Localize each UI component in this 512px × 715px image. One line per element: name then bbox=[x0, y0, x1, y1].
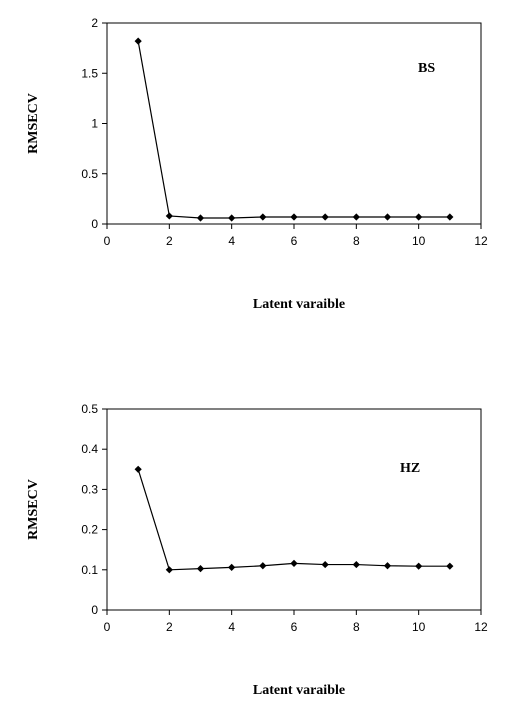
plot-frame bbox=[106, 408, 482, 611]
data-point bbox=[352, 560, 360, 569]
data-point bbox=[446, 213, 454, 221]
x-tick-label: 2 bbox=[166, 620, 173, 634]
chart-bs: 0 2 4 6 8 10 12 0 0.5 1 1.5 2 Latent varaible RMSECV B… bbox=[26, 16, 488, 312]
y-tick-label: 0.2 bbox=[81, 523, 98, 537]
x-tick-label: 6 bbox=[291, 620, 298, 634]
data-point bbox=[165, 566, 173, 574]
data-point bbox=[415, 213, 423, 221]
x-tick-label: 12 bbox=[474, 234, 488, 248]
data-point bbox=[321, 560, 329, 569]
y-tick-label: 1.5 bbox=[81, 66, 98, 80]
data-point bbox=[134, 465, 142, 473]
y-tick-label: 0.5 bbox=[81, 402, 98, 416]
plot-frame bbox=[106, 22, 482, 225]
chart-hz: 0 2 4 6 8 10 12 0 0.1 0.2 0.3 0.4 0.5 Latent varaible… bbox=[26, 402, 488, 698]
x-tick-label: 8 bbox=[353, 620, 360, 634]
data-point bbox=[196, 564, 205, 573]
x-tick-label: 4 bbox=[228, 620, 235, 634]
data-point bbox=[290, 559, 298, 567]
y-tick-label: 2 bbox=[91, 16, 98, 30]
data-point bbox=[165, 212, 173, 220]
data-point bbox=[259, 213, 267, 221]
panel-label: BS bbox=[418, 61, 435, 76]
series-line bbox=[137, 469, 450, 571]
panel-label: HZ bbox=[400, 461, 420, 476]
y-tick-label: 1 bbox=[91, 117, 98, 131]
x-tick-label: 10 bbox=[412, 234, 426, 248]
data-point bbox=[134, 37, 142, 45]
x-tick-label: 0 bbox=[104, 620, 111, 634]
data-point bbox=[228, 563, 236, 571]
y-axis-title: RMSECV bbox=[26, 93, 41, 154]
data-point bbox=[352, 213, 360, 221]
x-axis-title: Latent varaible bbox=[253, 297, 345, 312]
series-line bbox=[137, 40, 450, 219]
data-point bbox=[446, 562, 454, 570]
y-tick-label: 0 bbox=[91, 603, 98, 617]
data-point bbox=[383, 213, 392, 221]
x-tick-label: 0 bbox=[104, 234, 111, 248]
data-point bbox=[196, 214, 205, 222]
x-tick-label: 2 bbox=[166, 234, 173, 248]
y-tick-label: 0.5 bbox=[81, 167, 98, 181]
x-tick-label: 4 bbox=[228, 234, 235, 248]
x-axis-title: Latent varaible bbox=[253, 683, 345, 698]
data-point bbox=[415, 562, 423, 570]
y-tick-label: 0 bbox=[91, 217, 98, 231]
y-tick-label: 0.1 bbox=[81, 563, 98, 577]
data-point bbox=[383, 562, 392, 570]
y-tick-label: 0.3 bbox=[81, 482, 98, 496]
data-point bbox=[321, 213, 329, 221]
data-point bbox=[228, 214, 236, 222]
data-point bbox=[290, 213, 298, 221]
y-tick-label: 0.4 bbox=[81, 442, 98, 456]
x-tick-label: 10 bbox=[412, 620, 426, 634]
data-point bbox=[259, 562, 267, 570]
x-tick-label: 8 bbox=[353, 234, 360, 248]
x-tick-label: 12 bbox=[474, 620, 488, 634]
y-axis-title: RMSECV bbox=[26, 479, 41, 540]
x-tick-label: 6 bbox=[291, 234, 298, 248]
